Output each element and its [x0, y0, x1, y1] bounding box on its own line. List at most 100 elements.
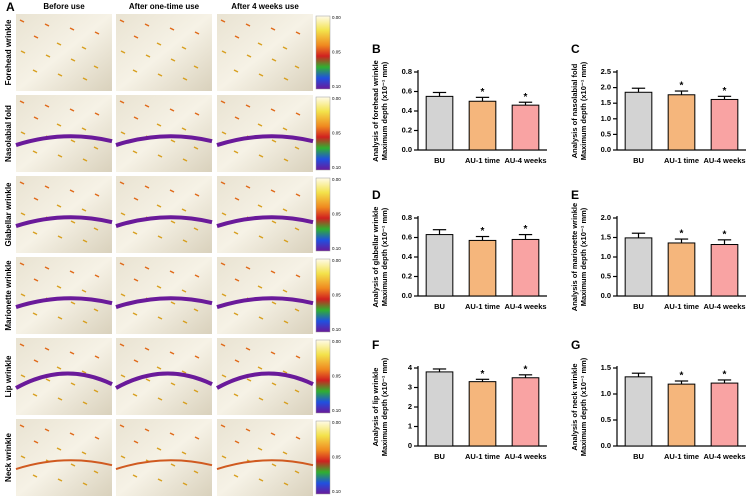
- wrinkle-line: [216, 134, 314, 147]
- significance-marker: *: [481, 226, 485, 237]
- wrinkle-mark: [56, 42, 62, 46]
- wrinkle-mark: [32, 393, 38, 397]
- wrinkle-mark: [32, 69, 38, 73]
- wrinkle-mark: [81, 208, 87, 212]
- colorbar: [315, 339, 331, 414]
- wrinkle-mark: [32, 150, 38, 154]
- wrinkle-mark: [233, 231, 239, 235]
- significance-marker: *: [723, 370, 727, 381]
- wrinkle-mark: [233, 150, 239, 154]
- y-tick-label: 0.5: [601, 129, 611, 138]
- wrinkle-mark: [182, 401, 188, 405]
- wrinkle-line: [15, 215, 113, 228]
- wrinkle-mark: [119, 19, 125, 23]
- wrinkle-mark: [56, 447, 62, 451]
- row-label: Neck wrinkle: [4, 432, 13, 481]
- wrinkle-mark: [44, 23, 50, 27]
- wrinkle-mark: [57, 397, 63, 401]
- wrinkle-mark: [81, 451, 87, 455]
- wrinkle-mark: [120, 50, 126, 54]
- wrinkle-mark: [245, 266, 251, 270]
- y-tick-label: 0.8: [402, 67, 412, 76]
- wrinkle-mark: [70, 220, 76, 224]
- y-tick-label: 0.0: [402, 291, 412, 300]
- wrinkle-mark: [271, 301, 277, 305]
- wrinkle-mark: [270, 108, 276, 112]
- wrinkle-mark: [294, 389, 300, 393]
- wrinkle-mark: [282, 208, 288, 212]
- wrinkle-mark: [169, 108, 175, 112]
- wrinkle-mark: [182, 77, 188, 81]
- wrinkle-mark: [56, 366, 62, 370]
- wrinkle-mark: [282, 370, 288, 374]
- wrinkle-mark: [194, 355, 200, 359]
- wrinkle-mark: [182, 158, 188, 162]
- wrinkle-mark: [257, 42, 263, 46]
- wrinkle-line: [115, 371, 213, 390]
- wrinkle-mark: [70, 58, 76, 62]
- y-axis-label: Maximum depth (x10⁻¹ mm): [380, 61, 389, 160]
- wrinkle-line: [115, 459, 213, 471]
- wrinkle-mark: [20, 212, 26, 216]
- y-axis-label: Maximum depth (x10⁻¹ mm): [380, 207, 389, 306]
- wrinkle-mark: [94, 355, 100, 359]
- colorbar-label: 0.00: [332, 15, 341, 20]
- wrinkle-mark: [170, 139, 176, 143]
- row-label: Glabellar wrinkle: [4, 182, 13, 247]
- wrinkle-mark: [20, 131, 26, 135]
- colorbar-label: 0.00: [332, 258, 341, 263]
- wrinkle-mark: [94, 436, 100, 440]
- wrinkle-image: [116, 95, 212, 172]
- wrinkle-mark: [194, 193, 200, 197]
- wrinkle-mark: [245, 428, 251, 432]
- wrinkle-mark: [257, 285, 263, 289]
- y-tick-label: 2.5: [601, 67, 611, 76]
- wrinkle-mark: [132, 69, 138, 73]
- significance-marker: *: [481, 369, 485, 380]
- wrinkle-mark: [145, 378, 151, 382]
- wrinkle-mark: [119, 181, 125, 185]
- wrinkle-mark: [33, 116, 39, 120]
- x-tick-label: AU-4 weeks: [703, 156, 745, 165]
- bar: [425, 95, 454, 151]
- wrinkle-mark: [169, 270, 175, 274]
- wrinkle-image: [217, 419, 313, 496]
- x-tick-label: AU-4 weeks: [703, 452, 745, 461]
- wrinkle-mark: [245, 347, 251, 351]
- row-label: Marionette wrinkle: [4, 260, 13, 331]
- wrinkle-mark: [246, 54, 252, 58]
- colorbar-label: 0.05: [332, 293, 341, 298]
- wrinkle-mark: [156, 204, 162, 208]
- wrinkle-line: [15, 134, 113, 147]
- colorbar: [315, 258, 331, 333]
- y-axis-label: Analysis of marionette wrinkle: [570, 203, 579, 311]
- wrinkle-mark: [194, 274, 200, 278]
- bar: [624, 237, 653, 297]
- wrinkle-mark: [20, 293, 26, 297]
- wrinkle-mark: [157, 73, 163, 77]
- wrinkle-mark: [193, 65, 199, 69]
- wrinkle-mark: [57, 235, 63, 239]
- x-tick-label: AU-1 time: [664, 156, 699, 165]
- wrinkle-mark: [233, 312, 239, 316]
- wrinkle-mark: [56, 285, 62, 289]
- x-tick-label: BU: [434, 452, 445, 461]
- wrinkle-mark: [93, 389, 99, 393]
- wrinkle-mark: [94, 193, 100, 197]
- wrinkle-mark: [270, 351, 276, 355]
- wrinkle-image: [16, 419, 112, 496]
- wrinkle-mark: [170, 58, 176, 62]
- wrinkle-mark: [283, 158, 289, 162]
- wrinkle-mark: [157, 478, 163, 482]
- significance-marker: *: [723, 86, 727, 97]
- wrinkle-mark: [45, 378, 51, 382]
- wrinkle-mark: [81, 370, 87, 374]
- wrinkle-mark: [181, 289, 187, 293]
- wrinkle-mark: [234, 35, 240, 39]
- bar: [468, 381, 497, 447]
- wrinkle-image: [16, 14, 112, 91]
- y-tick-label: 1.0: [601, 252, 611, 261]
- bar: [425, 371, 454, 447]
- wrinkle-mark: [295, 436, 301, 440]
